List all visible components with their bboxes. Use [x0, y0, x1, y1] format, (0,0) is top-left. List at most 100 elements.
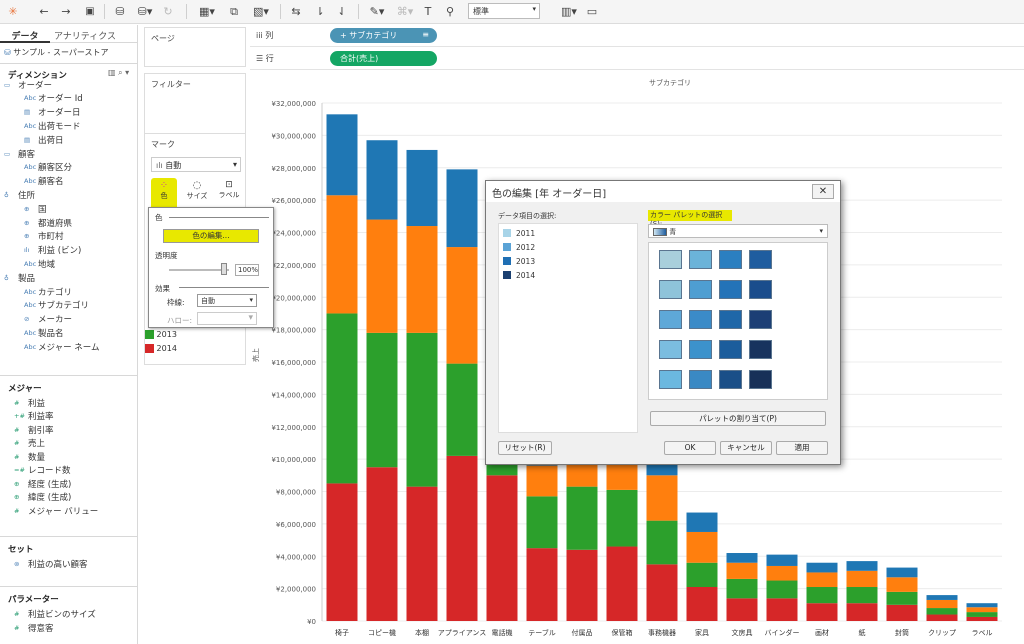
dimension-item[interactable]: Abc 製品名	[24, 328, 64, 339]
measure-item[interactable]: # 売上	[14, 439, 46, 449]
label-button[interactable]: ⊡ ラベル	[218, 180, 240, 199]
palette-swatch[interactable]	[749, 370, 772, 389]
pages-shelf[interactable]: ページ	[144, 27, 246, 67]
palette-swatch[interactable]	[719, 310, 742, 329]
palette-swatch[interactable]	[659, 250, 682, 269]
columns-pill[interactable]: + サブカテゴリ ≡	[330, 28, 437, 43]
presentation-icon[interactable]: ▭	[586, 5, 598, 18]
palette-swatch[interactable]	[689, 280, 712, 299]
palette-swatch[interactable]	[659, 370, 682, 389]
dimension-item[interactable]: Abc オーダー Id	[24, 94, 83, 105]
data-item[interactable]: 2012	[503, 241, 535, 253]
labels-icon[interactable]: T	[424, 5, 432, 18]
save-icon[interactable]: ▣	[85, 6, 95, 17]
new-sheet-icon[interactable]: ▦▾	[199, 5, 215, 18]
swap-icon[interactable]: ⇆	[291, 5, 301, 18]
tab-analytics[interactable]: アナリティクス	[53, 32, 116, 42]
clear-sheet-icon[interactable]: ▧▾	[253, 5, 269, 18]
dimension-item[interactable]: ▤ オーダー日	[24, 108, 81, 119]
assign-palette-button[interactable]: パレットの割り当て(P)	[650, 411, 826, 426]
data-item[interactable]: 2014	[503, 269, 535, 281]
rows-pill[interactable]: 合計(売上)	[330, 51, 437, 66]
ok-button[interactable]: OK	[664, 441, 716, 455]
dimension-item[interactable]: ⊕ 都道府県	[24, 218, 73, 229]
border-select[interactable]: 自動 ▾	[197, 294, 257, 307]
group-icon[interactable]: ⌘▾	[396, 5, 414, 18]
measure-item[interactable]: # 数量	[14, 452, 46, 463]
highlight-icon[interactable]: ✎▾	[369, 5, 385, 18]
palette-swatch[interactable]	[659, 310, 682, 329]
palette-swatch[interactable]	[659, 280, 682, 299]
palette-swatch[interactable]	[689, 250, 712, 269]
palette-swatch[interactable]	[749, 250, 772, 269]
palette-swatch[interactable]	[719, 370, 742, 389]
dimension-item[interactable]: Abc メジャー ネーム	[24, 342, 100, 353]
color-button[interactable]: ⁘ 色	[151, 178, 177, 210]
opacity-input[interactable]: 100%	[235, 264, 259, 276]
folder-item[interactable]: ♁ 住所	[4, 190, 36, 201]
sort-asc-icon[interactable]: ⇂	[315, 5, 325, 18]
fit-select[interactable]: 標準 ▾	[468, 3, 540, 19]
reset-button[interactable]: リセット(R)	[498, 441, 552, 455]
set-item[interactable]: ⊚ 利益の高い顧客	[14, 559, 88, 570]
data-item[interactable]: 2011	[503, 227, 535, 239]
search-icon[interactable]: ▥ ⌕ ▾	[108, 68, 130, 77]
palette-swatch[interactable]	[719, 340, 742, 359]
legend-item[interactable]: 2014	[145, 344, 177, 353]
apply-button[interactable]: 適用	[776, 441, 828, 455]
measure-item[interactable]: # 利益	[14, 398, 46, 409]
dimension-item[interactable]: Abc サブカテゴリ	[24, 301, 90, 312]
palette-swatch[interactable]	[689, 370, 712, 389]
palette-swatch[interactable]	[689, 310, 712, 329]
palette-swatch[interactable]	[749, 310, 772, 329]
palette-swatch[interactable]	[689, 340, 712, 359]
datasource-item[interactable]: ⛁ サンプル - スーパーストア	[4, 48, 109, 57]
size-button[interactable]: ◌ サイズ	[186, 180, 208, 200]
palette-swatch[interactable]	[719, 280, 742, 299]
refresh-icon[interactable]: ↻	[163, 5, 173, 18]
folder-item[interactable]: ▭ オーダー	[4, 80, 53, 91]
edit-colors-button[interactable]: 色の編集...	[163, 229, 259, 243]
close-icon[interactable]: ✕	[812, 184, 834, 199]
dimension-item[interactable]: ⊘ メーカー	[24, 315, 73, 326]
folder-item[interactable]: ♁ 製品	[4, 273, 36, 284]
cancel-button[interactable]: キャンセル	[720, 441, 772, 455]
data-item[interactable]: 2013	[503, 255, 535, 267]
palette-swatch[interactable]	[749, 280, 772, 299]
palette-swatch[interactable]	[749, 340, 772, 359]
undo-icon[interactable]: ←	[39, 5, 49, 18]
palette-swatch[interactable]	[659, 340, 682, 359]
show-cards-icon[interactable]: ▥▾	[561, 5, 577, 18]
dimension-item[interactable]: ▤ 出荷日	[24, 135, 64, 146]
measure-item[interactable]: # 割引率	[14, 425, 54, 436]
opacity-handle[interactable]	[221, 263, 227, 275]
measure-item[interactable]: +# 利益率	[14, 412, 54, 422]
mark-type-select[interactable]: ılı 自動 ▾	[151, 157, 241, 172]
sort-desc-icon[interactable]: ⇃	[337, 5, 347, 18]
duplicate-sheet-icon[interactable]: ⧉	[230, 4, 238, 18]
dimension-item[interactable]: Abc カテゴリ	[24, 287, 73, 298]
redo-icon[interactable]: →	[61, 5, 71, 18]
new-datasource-icon[interactable]: ⛁	[115, 5, 125, 18]
measure-item[interactable]: =# レコード数	[14, 466, 71, 476]
dimension-item[interactable]: ⊕ 国	[24, 204, 47, 215]
parameter-item[interactable]: # 利益ビンのサイズ	[14, 609, 96, 620]
pin-icon[interactable]: ⚲	[445, 5, 455, 18]
dimension-item[interactable]: Abc 顧客区分	[24, 163, 73, 174]
parameter-item[interactable]: # 得意客	[14, 623, 54, 634]
palette-select[interactable]: 青 ▾	[648, 224, 828, 238]
dimension-item[interactable]: ⊕ 市町村	[24, 232, 64, 243]
dimension-item[interactable]: Abc 顧客名	[24, 177, 64, 188]
dimension-item[interactable]: Abc 地域	[24, 259, 56, 270]
measure-item[interactable]: # メジャー バリュー	[14, 506, 99, 517]
opacity-slider[interactable]	[169, 269, 229, 271]
folder-item[interactable]: ▭ 顧客	[4, 149, 36, 160]
legend-item[interactable]: 2013	[145, 330, 177, 339]
palette-swatch[interactable]	[719, 250, 742, 269]
datasource-menu-icon[interactable]: ⛁▾	[137, 5, 153, 18]
halo-select[interactable]: ▾	[197, 312, 257, 325]
rows-shelf[interactable]: ☰ 行 合計(売上)	[250, 48, 1024, 70]
dimension-item[interactable]: Abc 出荷モード	[24, 121, 81, 132]
columns-shelf[interactable]: iii 列 + サブカテゴリ ≡	[250, 25, 1024, 47]
measure-item[interactable]: ⊕ 緯度 (生成)	[14, 493, 72, 503]
